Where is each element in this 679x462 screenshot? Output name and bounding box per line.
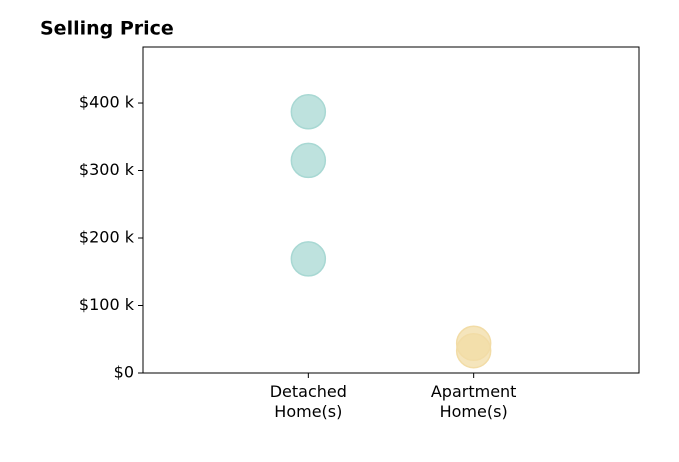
chart-title: Selling Price	[40, 18, 174, 40]
point	[290, 142, 327, 179]
point	[455, 332, 492, 369]
y-tick-label: $100 k	[79, 295, 135, 314]
point	[290, 241, 327, 277]
y-tick-label: $200 k	[79, 228, 135, 247]
x-tick-label: Apartment Home(s)	[430, 382, 517, 421]
plot-frame	[142, 46, 640, 374]
y-tick-label: $300 k	[79, 160, 135, 179]
y-tick-label: $0	[114, 363, 134, 382]
x-tick-label: Detached Home(s)	[269, 382, 347, 421]
y-tick-label: $400 k	[79, 93, 135, 112]
point	[290, 94, 327, 130]
